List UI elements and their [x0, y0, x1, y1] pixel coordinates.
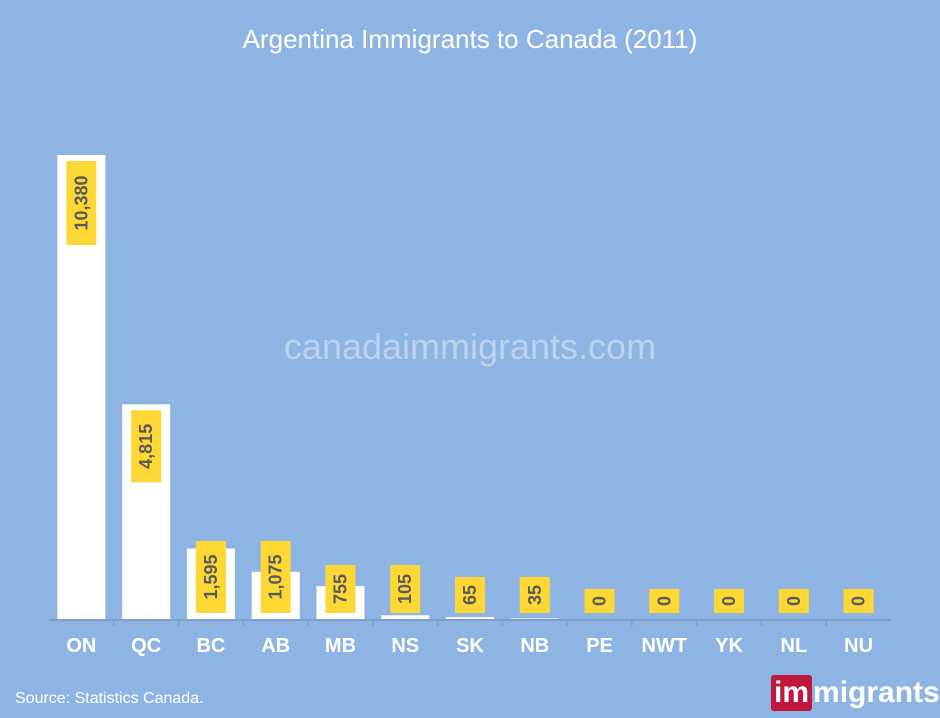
brand-logo: im migrants — [771, 675, 940, 711]
bar-sk — [446, 617, 494, 620]
value-label-box-nu — [843, 589, 874, 613]
value-label-nb: 35 — [525, 585, 545, 605]
value-label-yk: 0 — [719, 596, 739, 606]
value-label-ab: 1,075 — [266, 554, 286, 599]
source-note: Source: Statistics Canada. — [15, 690, 204, 707]
value-label-on: 10,380 — [71, 175, 91, 230]
category-label-mb: MB — [325, 635, 356, 657]
value-label-box-on — [66, 161, 97, 245]
value-label-pe: 0 — [590, 596, 610, 606]
category-label-nb: NB — [520, 635, 549, 657]
value-label-box-yk — [714, 589, 745, 613]
value-label-mb: 755 — [330, 574, 350, 604]
value-label-box-ab — [260, 541, 291, 613]
value-label-ns: 105 — [395, 574, 415, 604]
value-label-bc: 1,595 — [201, 554, 221, 599]
category-label-yk: YK — [715, 635, 743, 657]
category-label-bc: BC — [196, 635, 225, 657]
x-axis: ON QC BC AB MB NS SK NB PE NWT YK NL NU — [49, 619, 891, 657]
watermark: canadaimmigrants.com — [283, 326, 657, 367]
value-label-qc: 4,815 — [136, 424, 156, 469]
category-label-nl: NL — [781, 635, 808, 657]
value-label-nwt: 0 — [654, 596, 674, 606]
value-label-box-ns — [390, 565, 421, 613]
category-label-sk: SK — [456, 635, 484, 657]
value-label-box-bc — [195, 541, 226, 613]
value-label-box-qc — [131, 410, 162, 483]
value-label-sk: 65 — [460, 585, 480, 605]
value-label-box-pe — [584, 589, 615, 613]
chart-title: Argentina Immigrants to Canada (2011) — [242, 24, 698, 54]
value-label-box-sk — [455, 577, 485, 613]
category-label-ns: NS — [391, 635, 419, 657]
value-label-box-nl — [778, 589, 809, 613]
bars-layer — [57, 155, 559, 620]
bar-ns — [381, 615, 430, 620]
category-label-nu: NU — [844, 635, 873, 657]
value-label-nl: 0 — [784, 596, 804, 606]
value-label-box-nwt — [649, 589, 680, 613]
category-label-nwt: NWT — [642, 635, 688, 657]
brand-logo-mark: im — [771, 675, 813, 711]
category-label-on: ON — [66, 635, 96, 657]
value-label-box-nb — [519, 577, 550, 613]
value-label-nu: 0 — [849, 596, 869, 606]
category-label-ab: AB — [261, 635, 290, 657]
value-labels-layer: 10,380 4,815 1,595 1,075 755 105 65 35 0 0 0 0 0 — [66, 161, 874, 613]
brand-logo-text: migrants — [813, 676, 940, 709]
category-label-qc: QC — [131, 635, 161, 657]
category-label-pe: PE — [586, 635, 613, 657]
value-label-box-mb — [325, 565, 356, 613]
